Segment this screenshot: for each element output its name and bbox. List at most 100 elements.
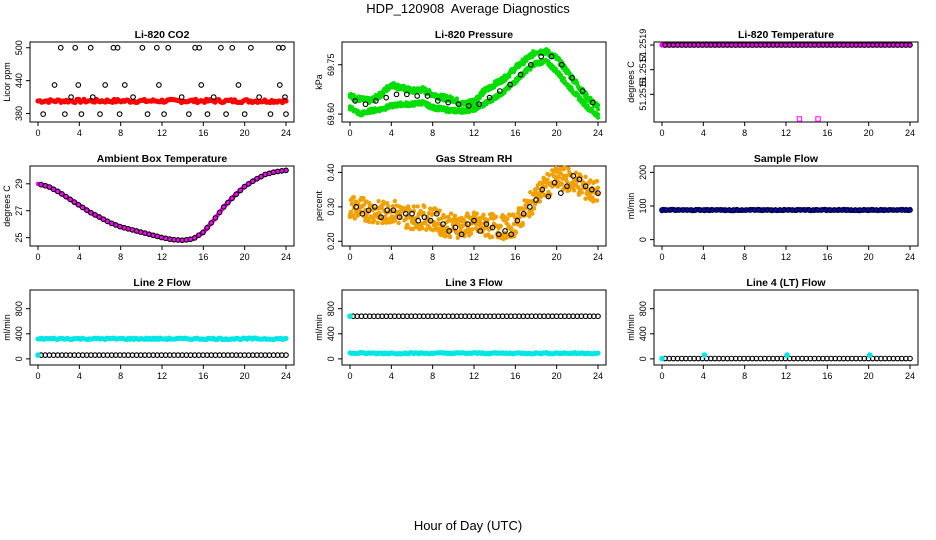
x-tick-label: 12 [469,252,479,262]
data-point [578,174,584,179]
x-tick-label: 8 [430,371,435,381]
data-point [545,177,550,182]
data-point [348,209,354,215]
data-point [75,201,82,208]
data-point [71,199,78,205]
y-tick-label: 400 [638,326,648,341]
data-point [513,230,519,235]
y-tick-label: 0 [326,356,336,361]
data-point [249,178,256,185]
x-tick-label: 0 [35,371,40,381]
y-tick-label: 800 [638,301,648,316]
x-tick-label: 16 [822,371,832,381]
data-point [448,211,454,216]
x-tick-label: 20 [240,128,250,138]
data-point [223,111,229,117]
x-tick-label: 4 [389,371,394,381]
series-cyan-start [347,313,353,320]
data-point [594,198,600,203]
y-axis-label: degrees C [2,185,12,227]
data-point [464,221,471,227]
data-point [815,116,821,122]
data-point [493,214,499,219]
data-point [204,224,210,231]
data-point [411,204,417,209]
data-point [701,352,708,358]
x-tick-label: 16 [510,128,520,138]
series-black-circles-top [57,44,286,51]
data-point [351,195,357,200]
data-point [594,179,600,184]
data-point [352,216,357,221]
data-point [256,94,262,100]
data-point [161,111,167,117]
y-tick-label: 0 [14,356,24,361]
data-point [567,187,572,193]
data-point [186,111,192,117]
y-axis-label: percent [314,190,324,221]
data-point [392,198,398,204]
data-point [532,202,538,207]
data-point [570,173,577,179]
data-point [531,206,537,211]
data-point [562,165,567,170]
y-axis-label: Licor ppm [2,62,12,102]
data-point [424,93,431,99]
series-black-circles [350,313,601,320]
data-point [283,168,289,173]
data-point [498,224,503,229]
data-point [237,187,244,194]
data-point [191,235,198,241]
data-point [283,111,289,117]
x-tick-label: 0 [347,128,352,138]
data-point [595,103,601,108]
data-point [229,44,236,51]
data-point [393,91,400,98]
y-tick-label: 400 [14,326,24,341]
data-point [527,61,534,68]
y-tick-label: 380 [14,106,24,121]
y-tick-label: 440 [14,73,24,88]
x-tick-label: 20 [552,252,562,262]
data-point [595,106,601,112]
data-point [427,217,434,224]
data-point [465,102,472,109]
data-point [165,44,172,51]
data-point [533,197,539,203]
data-point [529,211,535,216]
panel-8: Line 3 Flow ml/min 0 4 8 12 16 20 24 0 400 800 [314,277,607,381]
x-tick-label: 24 [905,371,915,381]
data-point [907,207,913,213]
data-point [121,82,128,88]
x-tick-label: 12 [781,252,791,262]
data-point [551,179,558,186]
data-point [83,207,90,214]
x-tick-label: 8 [742,252,747,262]
data-point [907,42,913,48]
data-point [54,188,61,195]
x-tick-label: 0 [347,252,352,262]
data-point [361,195,366,201]
data-point [458,231,465,238]
data-point [595,115,601,120]
data-point [659,355,665,362]
data-point [509,225,514,231]
data-point [582,183,589,190]
data-point [102,82,109,88]
y-tick-label: 27 [14,206,24,216]
panel-title: Line 2 Flow [133,277,191,289]
plot-frame [653,165,919,247]
data-point [455,101,462,108]
x-tick-label: 4 [77,252,82,262]
data-point [589,99,596,106]
data-point [218,44,224,51]
data-point [283,335,289,342]
data-point [443,234,448,239]
x-tick-label: 20 [240,371,250,381]
data-point [225,199,231,206]
data-point [72,44,79,51]
data-point [353,204,360,210]
plot-area [35,335,289,358]
data-point [390,203,396,209]
data-point [402,210,409,217]
